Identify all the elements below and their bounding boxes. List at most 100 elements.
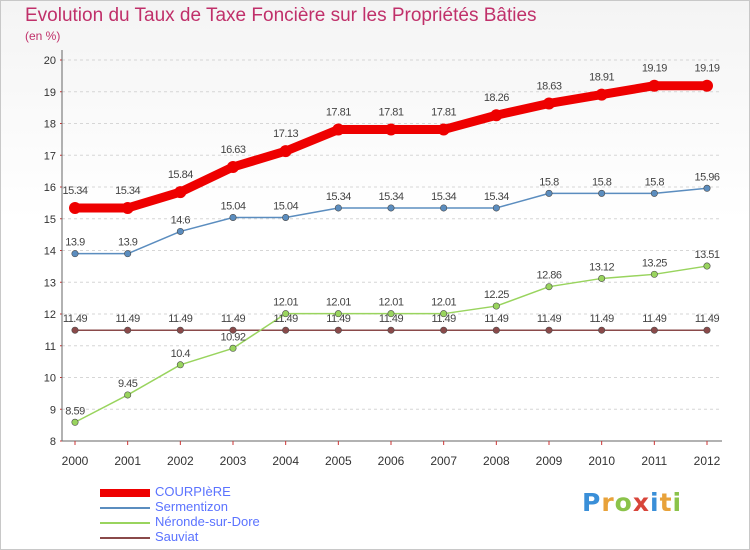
- data-label-series-2-2007: 12.01: [431, 297, 456, 309]
- data-label-series-0-2007: 17.81: [431, 107, 456, 119]
- series-0-point-2005: [332, 123, 345, 136]
- series-0-point-2006: [385, 123, 397, 136]
- data-label-series-2-2004: 12.01: [273, 297, 298, 309]
- data-label-series-1-2003: 15.04: [220, 200, 245, 212]
- x-tick-label-2000: 2000: [62, 454, 89, 468]
- series-0-point-2004: [279, 145, 292, 158]
- series-1-point-2005: [334, 204, 342, 212]
- data-label-series-3-2010: 11.49: [590, 313, 615, 325]
- x-tick-label-2002: 2002: [167, 454, 194, 468]
- proxiti-logo: Proxiti: [582, 488, 682, 517]
- data-label-series-3-2012: 11.49: [695, 313, 720, 325]
- x-tick-label-2010: 2010: [588, 454, 615, 468]
- data-label-series-3-2007: 11.49: [432, 313, 457, 325]
- legend-label-courpiere: COURPIèRE: [155, 484, 231, 499]
- proxiti-logo-letter: t: [659, 488, 673, 517]
- series-3-point-2010: [598, 326, 606, 334]
- data-label-series-0-2012: 19.19: [694, 63, 719, 75]
- y-tick-label-9: 9: [50, 404, 56, 416]
- data-label-series-3-2008: 11.49: [484, 313, 509, 325]
- series-3-point-2007: [440, 326, 448, 334]
- data-label-series-3-2003: 11.49: [221, 313, 246, 325]
- series-3-point-2009: [545, 326, 553, 334]
- y-tick-label-19: 19: [44, 87, 56, 99]
- series-0-point-2000: [69, 201, 81, 214]
- series-0-point-2009: [543, 97, 555, 110]
- y-tick-label-17: 17: [44, 150, 56, 162]
- data-label-series-3-2000: 11.49: [63, 313, 88, 325]
- x-tick-label-2011: 2011: [641, 454, 667, 468]
- legend-label-sauviat: Sauviat: [155, 529, 199, 544]
- series-1-point-2008: [492, 204, 500, 212]
- axes: 8 9 10 11 12 13 14 15 16 17 18 19 20 2000 2001 2002 2003…: [44, 50, 722, 468]
- data-label-series-0-2009: 18.63: [536, 80, 561, 92]
- data-label-series-3-2006: 11.49: [379, 313, 404, 325]
- proxiti-logo-letter: r: [601, 488, 615, 517]
- data-label-series-2-2010: 13.12: [589, 261, 614, 273]
- data-label-series-2-2001: 9.45: [118, 378, 138, 390]
- y-tick-label-15: 15: [44, 214, 56, 226]
- series-0-point-2012: [701, 79, 713, 92]
- y-tick-label-16: 16: [44, 182, 56, 194]
- series-3-point-2006: [387, 326, 395, 334]
- data-label-series-0-2002: 15.84: [168, 169, 193, 181]
- series-2-point-2006: [387, 310, 395, 318]
- x-tick-label-2003: 2003: [220, 454, 247, 468]
- series-2-point-2008: [492, 302, 500, 310]
- x-tick-label-2009: 2009: [536, 454, 563, 468]
- legend-swatch-neronde: [100, 522, 150, 524]
- y-tick-label-8: 8: [50, 436, 56, 448]
- data-label-series-0-2004: 17.13: [273, 128, 298, 140]
- series-0-line: [70, 81, 712, 213]
- series-1-point-2012: [703, 184, 711, 192]
- data-label-series-1-2002: 14.6: [171, 214, 191, 226]
- y-tick-label-20: 20: [44, 55, 56, 67]
- data-label-series-2-2003: 10.92: [220, 331, 245, 343]
- data-label-series-0-2001: 15.34: [115, 185, 140, 197]
- data-label-series-1-2012: 15.96: [694, 171, 719, 183]
- series-2-point-2000: [71, 418, 79, 426]
- x-tick-label-2004: 2004: [272, 454, 299, 468]
- data-label-series-1-2001: 13.9: [118, 237, 138, 249]
- data-label-series-1-2004: 15.04: [273, 200, 298, 212]
- series-3-point-2004: [282, 326, 290, 334]
- series-1-point-2009: [545, 189, 553, 197]
- data-label-series-3-2005: 11.49: [326, 313, 351, 325]
- legend-label-sermentizon: Sermentizon: [155, 499, 228, 514]
- series-1-point-2000: [71, 250, 79, 258]
- series-2-point-2011: [650, 270, 658, 278]
- series-1-point-2003: [229, 213, 237, 221]
- x-tick-label-2012: 2012: [694, 454, 721, 468]
- series: [69, 79, 713, 426]
- y-tick-label-12: 12: [44, 309, 56, 321]
- y-tick-label-13: 13: [44, 277, 56, 289]
- series-2-point-2004: [282, 310, 290, 318]
- chart-title: Evolution du Taux de Taxe Foncière sur l…: [25, 5, 537, 26]
- x-tick-label-2007: 2007: [430, 454, 457, 468]
- series-0-point-2008: [490, 109, 503, 122]
- series-0-point-2001: [121, 201, 134, 214]
- data-label-series-0-2008: 18.26: [484, 92, 509, 104]
- series-0-point-2002: [174, 186, 187, 199]
- series-1-point-2011: [650, 189, 658, 197]
- data-label-series-1-2011: 15.8: [645, 176, 665, 188]
- series-0-point-2003: [227, 160, 239, 173]
- x-tick-label-2001: 2001: [114, 454, 141, 468]
- series-2-point-2002: [176, 361, 184, 369]
- data-label-series-0-2011: 19.19: [642, 63, 667, 75]
- data-label-series-1-2010: 15.8: [592, 176, 612, 188]
- data-label-series-3-2009: 11.49: [537, 313, 562, 325]
- data-label-series-1-2006: 15.34: [378, 191, 403, 203]
- x-tick-label-2008: 2008: [483, 454, 510, 468]
- data-label-series-0-2005: 17.81: [326, 107, 351, 119]
- legend-label-neronde: Néronde-sur-Dore: [155, 514, 260, 529]
- y-tick-label-11: 11: [45, 341, 56, 353]
- data-labels: 15.34 15.34 15.84 16.63 17.13 17.81 17.81 17.81…: [62, 63, 720, 418]
- series-2-point-2003: [229, 344, 237, 352]
- data-label-series-0-2006: 17.81: [378, 107, 403, 119]
- proxiti-logo-letter: P: [582, 488, 602, 517]
- data-label-series-2-2006: 12.01: [378, 297, 403, 309]
- x-tick-label-2005: 2005: [325, 454, 352, 468]
- data-label-series-1-2009: 15.8: [539, 176, 559, 188]
